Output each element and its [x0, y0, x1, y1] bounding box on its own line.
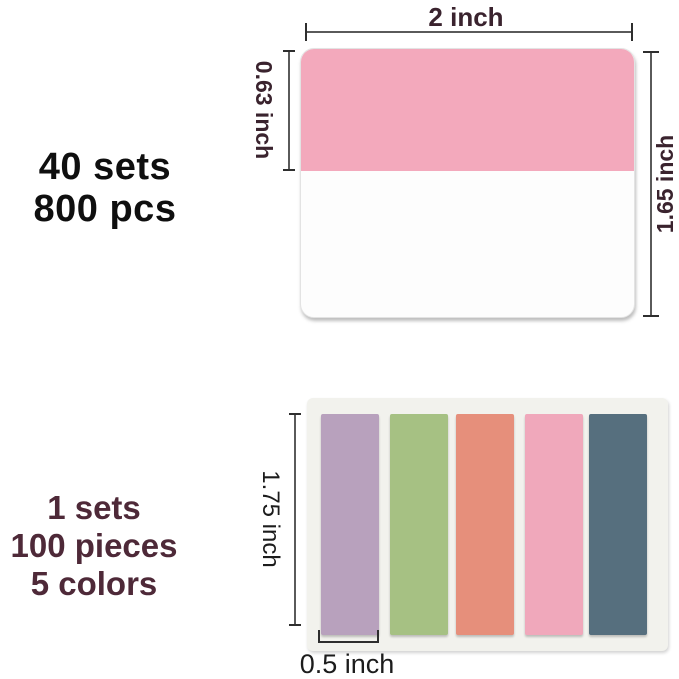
bottom-quantity-label: 1 sets 100 pieces 5 colors	[0, 489, 188, 603]
bottom-quantity-line-sets: 1 sets	[47, 489, 141, 526]
header-height-dimension-label: 0.63 inch	[251, 60, 277, 160]
top-quantity-line-pcs: 800 pcs	[33, 188, 177, 230]
tab-width-dimension-line	[318, 630, 379, 643]
tab-slate-blue	[589, 414, 647, 635]
bottom-quantity-line-pieces: 100 pieces	[10, 527, 178, 564]
total-height-dimension-label: 1.65 inch	[652, 134, 678, 234]
tab-lavender	[321, 414, 379, 635]
sticky-note	[300, 48, 635, 318]
sticky-note-pink-header	[301, 49, 634, 171]
tab-pink	[525, 414, 583, 635]
tab-coral	[456, 414, 514, 635]
width-dimension-line	[305, 23, 633, 41]
top-quantity-label: 40 sets 800 pcs	[10, 146, 200, 230]
top-quantity-line-sets: 40 sets	[38, 146, 172, 188]
width-dimension-label: 2 inch	[428, 2, 504, 32]
tab-width-dimension-label: 0.5 inch	[299, 649, 395, 679]
tab-height-dimension-line	[289, 413, 301, 626]
tab-height-dimension-label: 1.75 inch	[257, 470, 284, 568]
total-height-dimension-line	[643, 51, 659, 317]
header-height-dimension-line	[283, 50, 295, 171]
tab-green	[390, 414, 448, 635]
tab-backing-card	[307, 398, 668, 651]
bottom-quantity-line-colors: 5 colors	[30, 565, 158, 602]
